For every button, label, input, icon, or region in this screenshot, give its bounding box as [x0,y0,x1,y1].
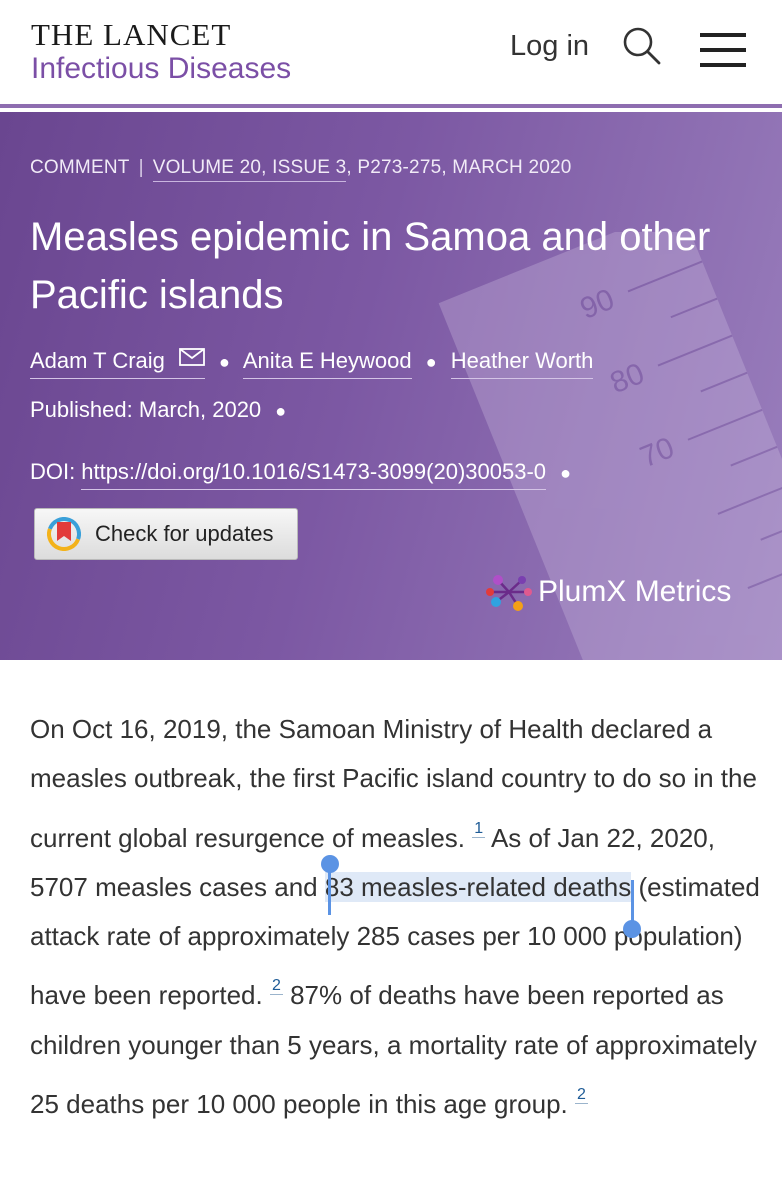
article-paragraph: On Oct 16, 2019, the Samoan Ministry of … [30,705,760,1129]
article-meta: COMMENT | VOLUME 20, ISSUE 3, P273-275, MA… [30,157,572,182]
bullet-separator: ● [219,352,230,372]
meta-separator: | [138,157,144,178]
selection-start-handle[interactable] [320,854,339,915]
body-text: As of Jan 22, 2020, 5707 measles cases a… [30,822,715,902]
article-type: COMMENT [30,157,130,178]
reference-link[interactable]: 1 [472,819,486,838]
article-hero: 90 80 70 COMMENT | VOLUME 20, ISSUE 3, P27… [0,112,782,660]
published-date: March, 2020 [138,397,262,422]
brand-title: THE LANCET [31,17,232,52]
bullet-separator: ● [425,352,437,372]
coverage-chart-decoration: 90 80 70 [438,232,782,660]
author-link[interactable]: Adam T Craig [30,348,205,379]
text-selection[interactable]: 83 measles-related deaths [320,854,642,938]
plumx-metrics-link[interactable]: PlumX Metrics [484,570,731,614]
search-icon[interactable] [622,26,662,66]
brand-subtitle: Infectious Diseases [31,52,292,85]
reference-link[interactable]: 2 [269,977,283,996]
author-link[interactable]: Heather Worth [450,348,594,379]
login-link[interactable]: Log in [510,30,590,62]
bullet-separator: ● [275,401,287,421]
check-for-updates-label: Check for updates [95,521,274,546]
body-text: 87% of deaths have been reported as chil… [30,980,757,1120]
reference-link[interactable]: 2 [574,1086,588,1105]
doi-line: DOI: https://doi.org/10.1016/S1473-3099(2… [30,459,579,490]
volume-issue-link[interactable]: VOLUME 20, ISSUE 3 [152,157,347,182]
author-link[interactable]: Anita E Heywood [242,348,412,379]
plumx-icon [486,575,532,611]
doi-label: DOI: [30,459,76,484]
site-header: THE LANCET Infectious Diseases Log in [0,0,782,108]
published-label: Published: [30,397,133,422]
pages-date: , P273-275, MARCH 2020 [346,157,572,178]
published-line: Published: March, 2020 ● [30,397,294,423]
crossmark-icon [47,517,81,551]
check-for-updates-button[interactable]: Check for updates [34,508,298,560]
author-list: Adam T Craig ● Anita E Heywood ● Heather… [30,348,594,379]
bullet-separator: ● [560,463,572,483]
doi-link[interactable]: https://doi.org/10.1016/S1473-3099(20)30… [81,459,547,490]
plumx-label: PlumX Metrics [538,575,732,608]
body-text: On Oct 16, 2019, the Samoan Ministry of … [30,714,757,853]
email-icon[interactable] [179,348,205,366]
hamburger-menu-icon[interactable] [700,33,746,67]
journal-logo[interactable]: THE LANCET Infectious Diseases [31,18,291,86]
selection-end-handle[interactable] [623,879,642,938]
article-title: Measles epidemic in Samoa and other Paci… [30,215,711,317]
